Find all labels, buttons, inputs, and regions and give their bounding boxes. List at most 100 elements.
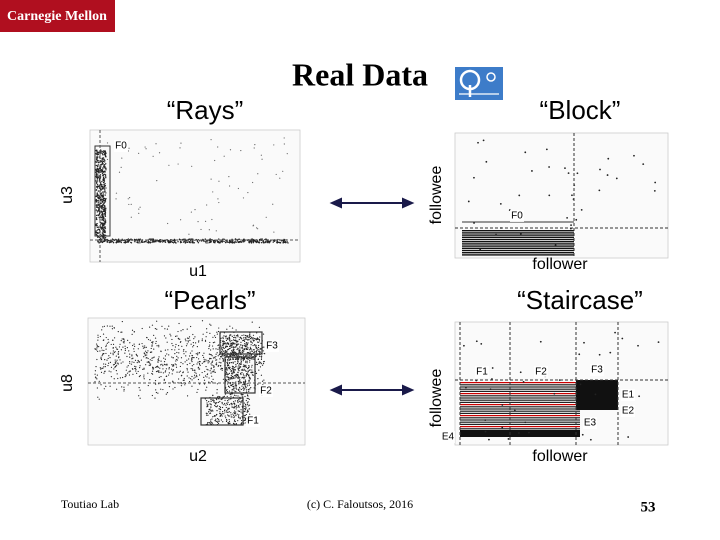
dot [255,344,257,346]
dot [112,354,114,356]
dot [252,374,254,376]
dot [205,365,207,368]
dot [102,201,104,203]
dot [221,369,223,371]
dot [161,325,163,327]
dot [99,153,101,155]
dot [97,153,100,156]
dot [102,184,104,186]
dot [236,413,238,415]
dot [256,348,258,350]
dot [101,161,104,163]
dot [480,343,483,345]
dot [96,344,98,346]
dot [183,379,185,381]
dot [95,217,98,219]
dot [110,343,112,346]
dot [225,418,228,421]
dot [96,172,98,175]
dot [103,187,105,189]
dot [224,411,226,413]
dot [99,218,101,220]
dot [240,240,242,243]
dot [163,357,165,359]
dot [139,242,141,244]
dot [97,190,100,192]
dot [109,241,111,243]
dot [100,358,102,360]
dot [234,402,236,404]
dot [477,141,479,144]
dot [149,326,151,328]
dot [100,226,103,229]
annotation-bg [534,366,548,378]
dot [112,339,114,341]
dot [149,339,151,341]
dot [102,236,104,238]
dot [234,369,237,371]
dot [212,348,214,350]
dot [238,405,240,408]
stripe [460,386,580,388]
dot [207,369,209,371]
dot [101,185,103,188]
dot [97,204,100,206]
annotation-bg [259,385,273,397]
dot [228,176,230,178]
dot [139,365,141,367]
dot [216,331,218,333]
dot [206,331,208,333]
dot [210,410,212,412]
dot [252,344,254,347]
dot [159,240,161,242]
dot [96,169,98,171]
dot [237,388,239,390]
dot [246,352,249,354]
dot [232,387,234,389]
dot [104,174,107,176]
dot [185,340,187,342]
dot [627,436,630,438]
dot [109,325,111,327]
dot [570,224,572,227]
dot [243,339,245,341]
dot [163,379,165,381]
dot [208,381,210,383]
dot [256,363,259,366]
dot [244,395,246,398]
dot [150,347,152,350]
dot [518,194,521,197]
dot [216,333,218,335]
dot [166,364,168,366]
dot [224,393,227,395]
dot [202,333,204,335]
dot [243,402,245,404]
dot [178,322,180,325]
dot [267,241,269,243]
dot [249,359,251,361]
dot [98,203,100,205]
dot [101,219,103,221]
dot [240,363,243,365]
dot [96,378,98,380]
dot [217,241,219,243]
panel-label: “Block” [540,95,621,125]
dot [222,346,224,349]
dot [219,400,221,403]
dot [154,380,157,382]
dot [223,395,226,397]
dot [243,334,245,336]
dot [153,356,155,358]
dot [219,415,222,417]
dot [258,350,260,353]
dot [171,338,173,341]
dot [226,241,228,243]
dot [235,365,237,367]
dot [246,362,248,364]
dot [215,420,217,422]
dot [221,344,223,346]
dot [234,336,236,338]
dot [98,232,100,234]
dot [100,356,102,358]
dot [180,375,182,377]
